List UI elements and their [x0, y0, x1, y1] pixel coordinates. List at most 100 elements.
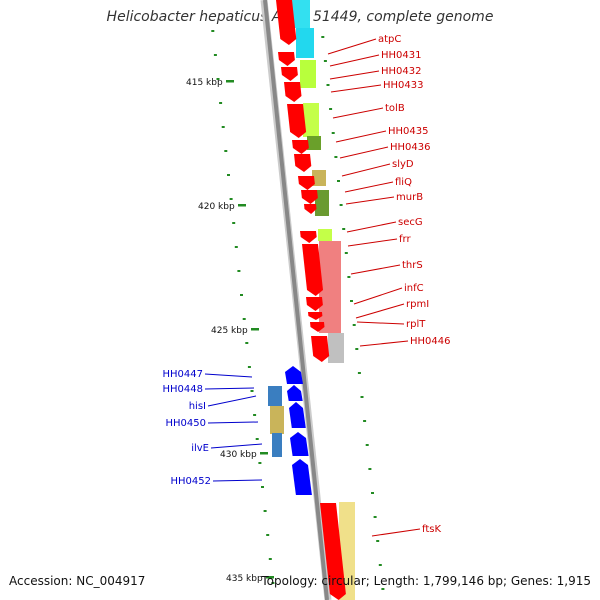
tick-dot [323, 60, 327, 62]
tick-dot [321, 36, 325, 38]
tick-dot [337, 180, 340, 182]
feature-block [307, 136, 321, 150]
tick-dot [247, 366, 251, 368]
backbone-line [263, 0, 329, 600]
gene-label-hisI: hisI [189, 401, 206, 412]
tick-dot [347, 276, 351, 278]
tick-marks [211, 30, 385, 590]
tick-dot [373, 516, 377, 518]
forward-gene-arrow [300, 231, 317, 243]
tick-dot [381, 588, 385, 590]
label-leader-line [355, 303, 405, 319]
feature-block [300, 60, 316, 88]
label-leader-line [210, 443, 263, 449]
feature-block [268, 386, 282, 406]
forward-gene-arrow [306, 297, 323, 311]
gene-label-HH0431: HH0431 [381, 50, 422, 61]
label-leader-line [341, 163, 391, 177]
tick-dot [211, 30, 215, 32]
gene-label-slyD: slyD [392, 159, 414, 170]
forward-gene-arrow [294, 154, 312, 172]
reverse-gene-arrow [285, 366, 303, 384]
feature-block [315, 190, 329, 216]
label-leader-line [204, 373, 253, 378]
gene-label-rplT: rplT [406, 319, 426, 330]
gene-label-fliQ: fliQ [395, 177, 412, 188]
tick-dot [334, 156, 338, 158]
reverse-gene-arrow [290, 432, 309, 456]
tick-dot [266, 534, 270, 536]
tick-dot [331, 132, 335, 134]
forward-gene-arrow [287, 104, 307, 138]
forward-gene-arrow [281, 67, 298, 81]
scale-tick [238, 204, 246, 207]
tick-dot [329, 108, 333, 110]
label-leader-line [339, 146, 389, 159]
tick-dot [227, 174, 230, 176]
scale-tick [251, 328, 259, 331]
feature-block [272, 433, 282, 457]
gene-label-rpmI: rpmI [406, 299, 429, 310]
tick-dot [342, 228, 346, 230]
tick-dot [268, 558, 272, 560]
tick-dot [213, 54, 217, 56]
gene-label-HH0435: HH0435 [388, 126, 429, 137]
scale-label: 420 kbp [198, 202, 235, 212]
label-leader-line [332, 107, 384, 119]
genome-stats-text: Topology: circular; Length: 1,799,146 bp… [261, 574, 591, 588]
gene-label-HH0450: HH0450 [166, 418, 207, 429]
gene-label-HH0446: HH0446 [410, 336, 451, 347]
gene-label-murB: murB [396, 192, 423, 203]
label-leader-line [344, 181, 394, 193]
feature-block [270, 406, 284, 434]
tick-dot [240, 294, 243, 296]
forward-gene-arrow [292, 140, 309, 154]
tick-dot [376, 540, 380, 542]
scale-labels: 415 kbp 420 kbp 425 kbp 430 kbp 435 kbp [186, 78, 274, 584]
label-leader-line [207, 395, 257, 407]
feature-block [292, 0, 310, 28]
tick-dot [221, 126, 225, 128]
scale-label: 435 kbp [226, 574, 263, 584]
reverse-gene-arrow [287, 385, 303, 401]
label-leader-line [347, 238, 398, 247]
tick-dot [326, 84, 330, 86]
forward-gene-arrow [276, 0, 297, 45]
forward-gene-arrow [284, 82, 302, 102]
tick-dot [263, 510, 267, 512]
forward-gene-arrow [301, 190, 318, 204]
gene-label-HH0436: HH0436 [390, 142, 431, 153]
gene-label-frr: frr [399, 234, 411, 245]
gene-label-atpC: atpC [378, 34, 401, 45]
label-leader-line [345, 196, 395, 205]
gene-labels: atpC HH0431 HH0432 HH0433 tolB HH0435 HH0436 sl… [163, 34, 451, 535]
tick-dot [365, 444, 369, 446]
forward-gene-arrow [311, 336, 330, 362]
gene-label-thrS: thrS [402, 260, 423, 271]
forward-gene-arrow [298, 176, 315, 190]
tick-dot [357, 372, 361, 374]
tick-dot [355, 348, 359, 350]
forward-gene-arrow [308, 312, 323, 320]
gene-label-HH0452: HH0452 [171, 476, 212, 487]
tick-dot [360, 396, 364, 398]
forward-gene-arrow [302, 244, 323, 296]
feature-block [318, 229, 332, 241]
feature-block [303, 103, 319, 137]
tick-dot [378, 564, 382, 566]
scale-tick [226, 80, 234, 83]
tick-dot [245, 342, 249, 344]
tick-dot [258, 462, 262, 464]
label-leader-line [359, 340, 409, 347]
label-leader-line [329, 70, 380, 80]
tick-dot [216, 78, 220, 80]
gene-label-tolB: tolB [385, 103, 405, 114]
tick-dot [255, 438, 259, 440]
label-leader-line [204, 387, 255, 390]
feature-block [296, 28, 314, 58]
gene-label-HH0447: HH0447 [163, 369, 204, 380]
label-leader-line [330, 84, 382, 93]
tick-dot [271, 582, 275, 584]
gene-label-HH0433: HH0433 [383, 80, 424, 91]
forward-gene-arrow [278, 52, 295, 66]
